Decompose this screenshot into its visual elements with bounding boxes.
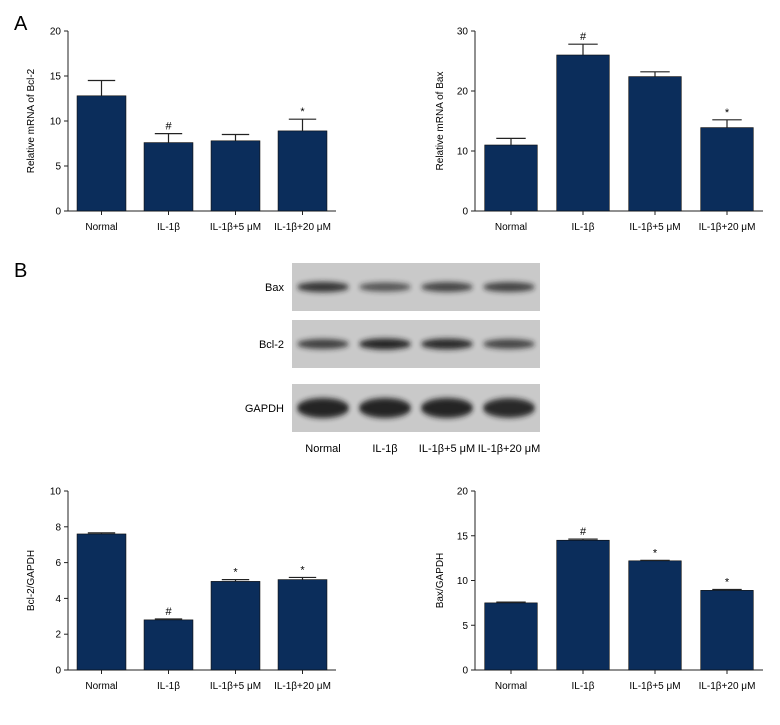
blot-band <box>296 339 350 349</box>
bcl2-gapdh-chart: 0 2 4 6 8 10 Bcl-2/GAPDH Normal # IL-1β * IL-1β+5 μ… <box>26 487 336 692</box>
y-tick-label: 0 <box>55 666 61 677</box>
significance-marker: * <box>300 564 305 576</box>
bar <box>484 602 538 671</box>
x-tick-label: Normal <box>85 222 117 233</box>
significance-marker: # <box>165 606 172 618</box>
bar <box>76 533 127 671</box>
y-axis-label: Relative mRNA of Bcl-2 <box>26 68 37 173</box>
y-tick-label: 5 <box>55 162 61 173</box>
significance-marker: * <box>725 107 730 119</box>
y-tick-label: 30 <box>457 27 469 38</box>
blot-lane-label: IL-1β+5 μM <box>419 443 475 455</box>
blot-band <box>420 338 474 350</box>
blot-band <box>482 398 536 418</box>
y-tick-label: 10 <box>457 576 469 587</box>
y-tick-label: 0 <box>55 207 61 218</box>
y-axis-label: Relative mRNA of Bax <box>435 72 446 171</box>
y-tick-label: 6 <box>55 558 61 569</box>
significance-marker: * <box>653 547 658 559</box>
x-tick-label: IL-1β+5 μM <box>629 222 680 233</box>
bar <box>210 140 261 212</box>
y-tick-label: 0 <box>462 666 468 677</box>
bar <box>556 539 610 671</box>
blot-band <box>420 398 474 418</box>
bax-gapdh-chart: 0 5 10 15 20 Bax/GAPDH Normal # IL-1β * IL-1β+5 μM… <box>435 487 763 692</box>
y-tick-label: 10 <box>50 487 62 498</box>
bar <box>210 581 261 671</box>
blot-band <box>482 282 536 292</box>
y-tick-label: 10 <box>457 147 469 158</box>
blot-band <box>358 338 412 350</box>
significance-marker: # <box>580 31 587 43</box>
y-axis-label: Bcl-2/GAPDH <box>26 550 37 611</box>
x-tick-label: Normal <box>495 681 527 692</box>
panel-letter-a: A <box>14 13 28 35</box>
blot-lane-label: IL-1β <box>372 443 397 455</box>
y-tick-label: 20 <box>457 87 469 98</box>
western-blot: Bax Bcl-2 GAPDH Normal IL-1β IL-1β+5 μM IL-1β+… <box>245 263 540 455</box>
panel-letter-b: B <box>14 260 27 282</box>
bar <box>143 619 194 671</box>
x-tick-label: IL-1β+20 μM <box>699 681 756 692</box>
significance-marker: # <box>165 121 172 133</box>
y-tick-label: 15 <box>457 531 469 542</box>
bar <box>277 579 328 671</box>
bar <box>484 144 538 212</box>
significance-marker: * <box>233 567 238 579</box>
y-tick-label: 10 <box>50 117 62 128</box>
y-tick-label: 2 <box>55 630 61 641</box>
x-tick-label: IL-1β+20 μM <box>274 222 331 233</box>
x-tick-label: IL-1β <box>157 222 180 233</box>
bax-mrna-chart: 0 10 20 30 Relative mRNA of Bax Normal # IL-1β I… <box>435 27 763 233</box>
blot-band <box>296 398 350 418</box>
blot-band <box>420 282 474 292</box>
significance-marker: * <box>725 576 730 588</box>
significance-marker: * <box>300 106 305 118</box>
blot-row-label: GAPDH <box>245 403 284 415</box>
blot-band <box>358 282 412 292</box>
y-tick-label: 15 <box>50 72 62 83</box>
bar <box>628 76 682 212</box>
y-tick-label: 20 <box>457 487 469 498</box>
x-tick-label: IL-1β+5 μM <box>629 681 680 692</box>
y-axis-label: Bax/GAPDH <box>435 553 446 609</box>
y-tick-label: 8 <box>55 522 61 533</box>
x-tick-label: IL-1β+5 μM <box>210 222 261 233</box>
blot-row-label: Bax <box>265 282 284 294</box>
bar <box>76 95 127 212</box>
y-tick-label: 20 <box>50 27 62 38</box>
bar <box>700 590 754 671</box>
x-tick-label: IL-1β+5 μM <box>210 681 261 692</box>
blot-row-label: Bcl-2 <box>259 339 284 351</box>
bcl2-mrna-chart: 0 5 10 15 20 Relative mRNA of Bcl-2 Normal # IL-… <box>26 27 336 233</box>
y-tick-label: 5 <box>462 621 468 632</box>
x-tick-label: IL-1β+20 μM <box>274 681 331 692</box>
x-tick-label: Normal <box>495 222 527 233</box>
x-tick-label: IL-1β+20 μM <box>699 222 756 233</box>
bar <box>628 560 682 671</box>
y-tick-label: 0 <box>462 207 468 218</box>
x-tick-label: IL-1β <box>572 681 595 692</box>
y-tick-label: 4 <box>55 594 61 605</box>
blot-lane-label: IL-1β+20 μM <box>478 443 541 455</box>
bar <box>277 130 328 212</box>
bar <box>143 142 194 212</box>
x-tick-label: IL-1β <box>157 681 180 692</box>
x-tick-label: Normal <box>85 681 117 692</box>
blot-lane-label: Normal <box>305 443 340 455</box>
bar <box>556 54 610 212</box>
bar <box>700 127 754 212</box>
blot-band <box>482 339 536 349</box>
significance-marker: # <box>580 526 587 538</box>
blot-band <box>296 281 350 293</box>
blot-band <box>358 398 412 418</box>
x-tick-label: IL-1β <box>572 222 595 233</box>
